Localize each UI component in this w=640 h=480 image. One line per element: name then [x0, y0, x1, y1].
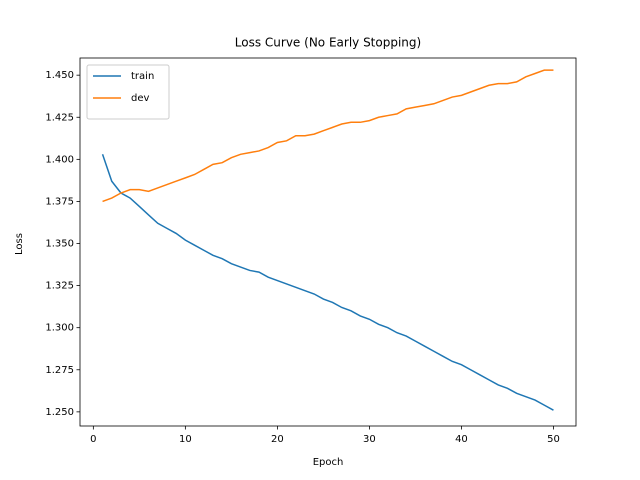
legend-box [86, 64, 170, 120]
y-tick-label: 1.400 [45, 154, 74, 165]
plot-frame [79, 57, 577, 427]
x-tick-label: 0 [90, 434, 96, 445]
chart-title: Loss Curve (No Early Stopping) [235, 36, 421, 50]
y-tick-label: 1.375 [45, 196, 74, 207]
legend-label: train [131, 71, 154, 82]
x-axis-label: Epoch [313, 457, 344, 468]
x-tick-label: 40 [455, 434, 468, 445]
x-tick-label: 20 [271, 434, 284, 445]
y-tick-label: 1.300 [45, 323, 74, 334]
y-axis-label: Loss [14, 233, 25, 255]
line-series [102, 69, 554, 203]
y-tick-label: 1.425 [45, 112, 74, 123]
y-tick-label: 1.325 [45, 281, 74, 292]
legend-label: dev [131, 93, 150, 104]
x-tick-label: 10 [179, 434, 192, 445]
y-tick-label: 1.450 [45, 70, 74, 81]
y-tick-label: 1.275 [45, 365, 74, 376]
x-tick-label: 30 [363, 434, 376, 445]
line-series [101, 154, 554, 411]
y-tick-label: 1.350 [45, 239, 74, 250]
y-tick-label: 1.250 [45, 407, 74, 418]
x-tick-label: 50 [547, 434, 560, 445]
